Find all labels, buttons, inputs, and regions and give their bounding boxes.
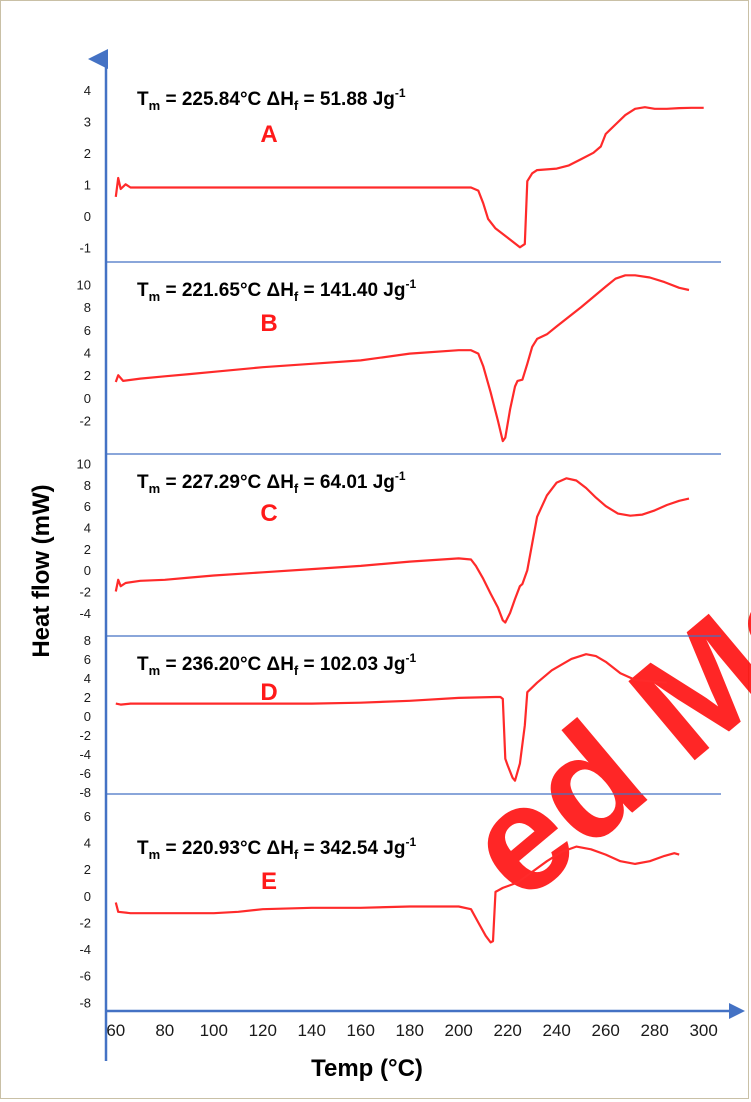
- y-tick-label: 8: [84, 633, 91, 648]
- panel-letter: A: [260, 121, 277, 148]
- y-tick-label: 4: [84, 345, 91, 360]
- y-tick-label: 4: [84, 836, 91, 851]
- y-tick-label: 6: [84, 652, 91, 667]
- y-tick-label: -2: [79, 915, 91, 930]
- x-tick-label: 280: [640, 1021, 668, 1040]
- x-tick-label: 300: [689, 1021, 717, 1040]
- x-tick-label: 260: [591, 1021, 619, 1040]
- y-tick-label: 8: [84, 300, 91, 315]
- panel-letter: C: [260, 500, 277, 527]
- x-tick-label: 120: [249, 1021, 277, 1040]
- x-tick-label: 140: [298, 1021, 326, 1040]
- panel-letter: D: [260, 679, 277, 706]
- series-line-c: [114, 477, 690, 624]
- y-tick-label: -4: [79, 606, 91, 621]
- y-tick-label: -2: [79, 414, 91, 429]
- y-tick-label: 6: [84, 499, 91, 514]
- panel-annotation: Tm = 227.29°C ΔHf = 64.01 Jg-1: [137, 469, 406, 496]
- x-tick-label: 160: [347, 1021, 375, 1040]
- panel-annotation: Tm = 236.20°C ΔHf = 102.03 Jg-1: [137, 651, 416, 678]
- y-tick-label: -8: [79, 785, 91, 800]
- y-tick-label: 3: [84, 114, 91, 129]
- x-tick-label: 240: [543, 1021, 571, 1040]
- panel-a: 4 3 2 1 0 -1 Tm = 225.84°C ΔHf = 51.88 Jg-1 A: [79, 83, 704, 255]
- y-tick-label: -4: [79, 942, 91, 957]
- y-tick-label: -1: [79, 240, 91, 255]
- panel-letter: B: [260, 310, 277, 337]
- x-tick-labels: 60 80 100 120 140 160 180 200 220 240 260 280 300: [106, 1021, 718, 1040]
- y-tick-label: -6: [79, 969, 91, 984]
- panel-b: 10 8 6 4 2 0 -2 Tm = 221.65°C ΔHf = 141.40 Jg-1…: [77, 274, 690, 443]
- y-tick-label: -4: [79, 747, 91, 762]
- x-tick-label: 60: [106, 1021, 125, 1040]
- y-tick-label: 0: [84, 391, 91, 406]
- y-tick-label: 10: [77, 456, 91, 471]
- x-tick-label: 220: [494, 1021, 522, 1040]
- panel-e: 6 4 2 0 -2 -4 -6 -8 Tm = 220.93°C ΔHf = 342.54 J…: [79, 809, 680, 1010]
- y-tick-label: 2: [84, 690, 91, 705]
- y-tick-label: 1: [84, 177, 91, 192]
- panel-annotation: Tm = 221.65°C ΔHf = 141.40 Jg-1: [137, 277, 416, 304]
- y-tick-label: -6: [79, 766, 91, 781]
- y-tick-label: 4: [84, 520, 91, 535]
- series-line-b: [114, 274, 690, 443]
- x-axis-title: Temp (°C): [311, 1055, 423, 1082]
- panel-annotation: Tm = 225.84°C ΔHf = 51.88 Jg-1: [137, 86, 406, 113]
- panel-letter: E: [261, 868, 277, 895]
- y-tick-label: 2: [84, 862, 91, 877]
- series-line-a: [114, 106, 704, 249]
- y-tick-label: 10: [77, 277, 91, 292]
- y-tick-label: -2: [79, 728, 91, 743]
- x-tick-label: 80: [155, 1021, 174, 1040]
- y-tick-label: 4: [84, 83, 91, 98]
- x-tick-label: 100: [200, 1021, 228, 1040]
- watermark-text: ed Ma: [434, 528, 751, 931]
- y-tick-label: 2: [84, 146, 91, 161]
- y-tick-label: 0: [84, 889, 91, 904]
- y-tick-label: 2: [84, 542, 91, 557]
- x-tick-label: 200: [445, 1021, 473, 1040]
- panel-annotation: Tm = 220.93°C ΔHf = 342.54 Jg-1: [137, 835, 416, 862]
- series-line-d: [115, 653, 667, 782]
- y-tick-label: 0: [84, 709, 91, 724]
- y-tick-label: 0: [84, 563, 91, 578]
- y-tick-label: -8: [79, 995, 91, 1010]
- panel-c: 10 8 6 4 2 0 -2 -4 Tm = 227.29°C ΔHf = 64.01 Jg-…: [77, 456, 690, 624]
- series-line-e: [114, 845, 680, 944]
- y-tick-label: 4: [84, 671, 91, 686]
- panel-d: 8 6 4 2 0 -2 -4 -6 -8 Tm = 236.20°C ΔHf = 102.03 …: [79, 633, 667, 800]
- y-tick-label: 6: [84, 323, 91, 338]
- y-tick-label: 8: [84, 478, 91, 493]
- x-axis-arrow-icon: [729, 1003, 745, 1019]
- y-tick-label: 0: [84, 209, 91, 224]
- y-tick-label: 6: [84, 809, 91, 824]
- x-tick-label: 180: [396, 1021, 424, 1040]
- y-tick-label: -2: [79, 585, 91, 600]
- y-tick-label: 2: [84, 368, 91, 383]
- y-axis-title: Heat flow (mW): [28, 484, 55, 657]
